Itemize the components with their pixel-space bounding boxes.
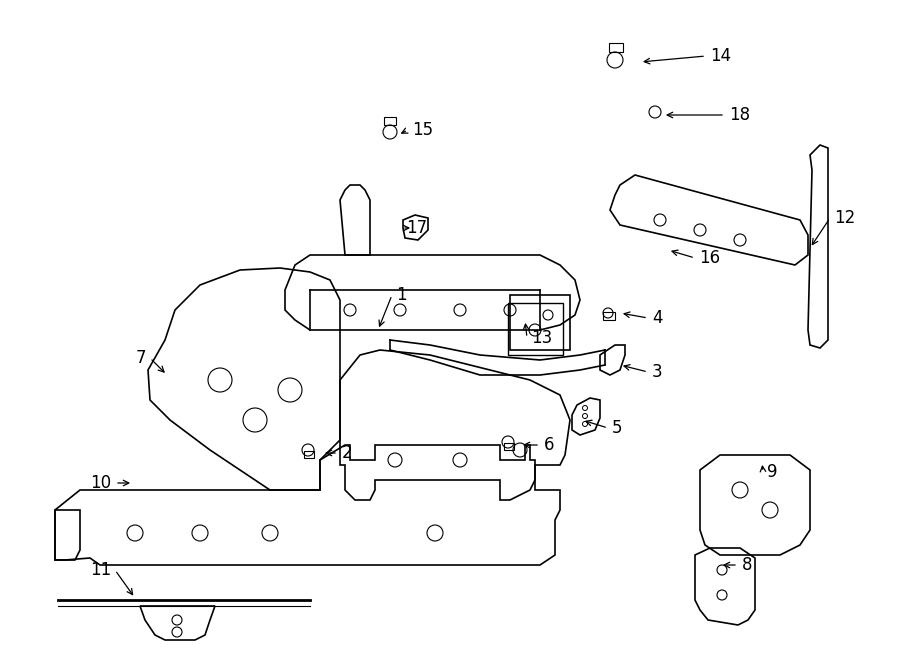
Text: 18: 18 xyxy=(729,106,750,124)
Text: 8: 8 xyxy=(742,556,752,574)
Text: 3: 3 xyxy=(652,363,662,381)
Text: 11: 11 xyxy=(90,561,111,579)
Text: 15: 15 xyxy=(412,121,433,139)
Bar xyxy=(304,451,314,458)
Text: 17: 17 xyxy=(406,219,428,237)
Text: 12: 12 xyxy=(834,209,855,227)
Text: 14: 14 xyxy=(710,47,731,65)
Text: 7: 7 xyxy=(136,349,146,367)
Text: 1: 1 xyxy=(396,286,407,304)
Bar xyxy=(510,295,570,350)
Text: 4: 4 xyxy=(652,309,662,327)
Text: 6: 6 xyxy=(544,436,554,454)
Text: 16: 16 xyxy=(699,249,720,267)
Text: 10: 10 xyxy=(90,474,111,492)
Text: 9: 9 xyxy=(767,463,778,481)
Bar xyxy=(384,117,396,125)
Text: 13: 13 xyxy=(531,329,553,347)
Text: 2: 2 xyxy=(342,444,353,462)
Bar xyxy=(504,443,514,450)
Bar xyxy=(603,312,615,320)
Bar xyxy=(609,43,623,52)
Text: 5: 5 xyxy=(612,419,623,437)
Bar xyxy=(508,303,563,355)
